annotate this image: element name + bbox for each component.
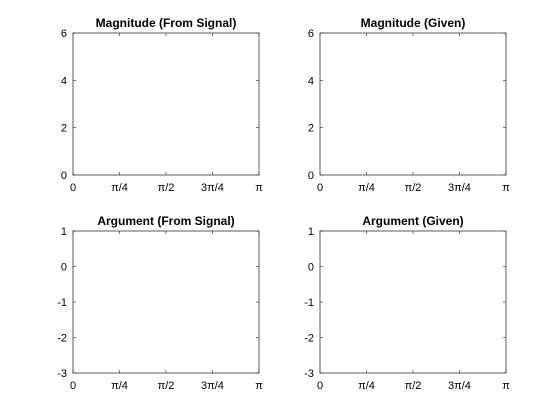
subplot-argument-from-signal: 0 π/4 π/2 3π/4 π -3 -2 -1 0 1 Argument (From Signa… [57,214,263,392]
x-tick-label: 0 [70,182,76,194]
x-tick-label: 0 [317,380,323,392]
y-tick-label: -3 [57,368,67,380]
x-tick-label: π/4 [111,380,128,392]
y-tick-label: 0 [61,170,67,182]
x-tick-label: π [502,380,510,392]
subplot-magnitude-from-signal: 0 π/4 π/2 3π/4 π 0 2 4 6 Magnitude (From Signal) [61,16,263,194]
y-tick-label: 4 [61,75,67,87]
x-tick-label: 3π/4 [448,182,471,194]
y-tick-label: 6 [308,28,314,40]
subplot-title: Magnitude (From Signal) [96,16,237,30]
x-tick-label: π/2 [158,182,175,194]
x-tick-label: 0 [70,380,76,392]
x-tick-label: π/4 [111,182,128,194]
y-tick-label: -1 [57,297,67,309]
x-tick-label: π/2 [405,380,422,392]
x-tick-label: π/2 [405,182,422,194]
y-tick-label: 0 [308,170,314,182]
subplot-argument-given: 0 π/4 π/2 3π/4 π -3 -2 -1 0 1 Argument (Given) [304,214,510,392]
axes-frame [319,230,507,374]
y-tick-label: -3 [304,368,314,380]
x-tick-label: π [255,380,263,392]
x-tick-label: π [255,182,263,194]
y-tick-label: -2 [57,333,67,345]
y-tick-label: 1 [308,226,314,238]
subplot-title: Argument (Given) [362,214,463,228]
x-tick-label: 3π/4 [448,380,471,392]
x-tick-label: π/4 [358,380,375,392]
axes-frame [319,32,507,176]
x-tick-label: π/2 [158,380,175,392]
subplot-magnitude-given: 0 π/4 π/2 3π/4 π 0 2 4 6 Magnitude (Given) [308,16,510,194]
y-tick-label: 6 [61,28,67,40]
x-tick-label: 3π/4 [201,182,224,194]
axes-frame [72,32,260,176]
y-tick-label: 4 [308,75,314,87]
axes-frame [72,230,260,374]
y-tick-label: 0 [308,262,314,274]
x-tick-label: π/4 [358,182,375,194]
y-tick-label: -2 [304,333,314,345]
y-tick-label: -1 [304,297,314,309]
y-tick-label: 2 [308,123,314,135]
subplot-title: Argument (From Signal) [97,214,234,228]
y-tick-label: 1 [61,226,67,238]
y-tick-label: 2 [61,123,67,135]
subplot-title: Magnitude (Given) [361,16,466,30]
x-tick-label: 0 [317,182,323,194]
x-tick-label: 3π/4 [201,380,224,392]
y-tick-label: 0 [61,262,67,274]
x-tick-label: π [502,182,510,194]
